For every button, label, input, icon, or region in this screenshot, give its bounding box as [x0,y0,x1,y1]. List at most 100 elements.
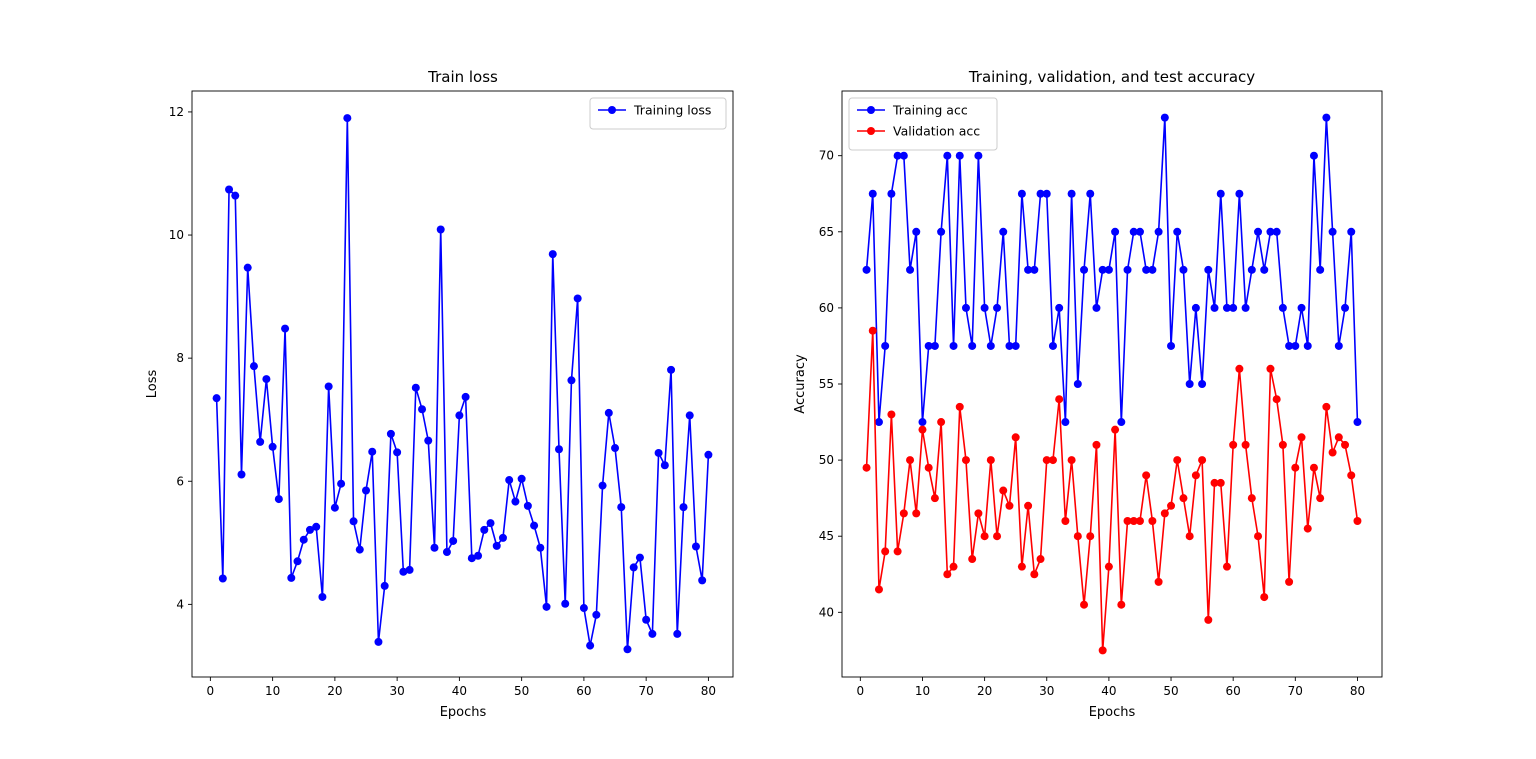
data-point [243,263,252,272]
data-point [955,151,964,160]
data-point [1167,501,1176,510]
data-point [218,574,227,583]
data-point [1073,380,1082,388]
accuracy-chart: Training, validation, and test accuracy … [793,68,1383,720]
data-point [1098,265,1107,274]
data-point [1191,303,1200,312]
y-tick-label: 40 [819,605,834,619]
data-point [318,592,327,601]
data-point [968,341,977,350]
y-tick-label: 60 [819,301,834,315]
data-point [1117,600,1126,609]
data-point [1328,227,1337,236]
data-point [868,189,877,198]
data-point [912,227,921,236]
data-point [1316,494,1325,503]
data-point [1117,418,1126,427]
data-point [1297,433,1306,442]
x-tick-label: 30 [389,684,404,698]
y-tick-label: 70 [819,149,834,163]
data-point [1167,341,1176,350]
data-point [629,563,638,572]
data-point [324,382,333,391]
data-point [548,250,557,259]
data-point [1173,227,1182,236]
data-point [449,536,458,545]
data-point [1303,341,1312,350]
x-tick-label: 0 [857,684,865,698]
legend-marker [867,127,875,135]
data-point [225,185,234,194]
data-point [1030,265,1039,274]
data-point [1061,516,1070,525]
data-point [1061,418,1070,427]
y-tick-label: 10 [169,228,184,242]
data-point [1111,227,1120,236]
data-point [1048,341,1057,350]
data-point [1030,570,1039,579]
data-point [1285,577,1294,586]
data-point [930,341,939,350]
data-point [937,227,946,236]
data-point [1148,516,1157,525]
data-point [1260,265,1269,274]
data-point [604,408,613,417]
plot-frame [191,90,734,678]
data-point [598,481,607,490]
data-point [573,294,582,303]
data-point [1229,440,1238,449]
data-point [893,547,902,556]
data-point [1154,227,1163,236]
data-point [667,365,676,374]
data-point [430,543,439,552]
data-point [1204,265,1213,274]
x-tick-label: 10 [915,684,930,698]
data-point [930,494,939,503]
data-point [1011,433,1020,442]
data-point [1285,341,1294,350]
data-point [1173,456,1182,465]
data-point [1092,440,1101,449]
legend-box [589,97,727,130]
x-tick-label: 30 [1039,684,1054,698]
x-tick-label: 20 [977,684,992,698]
data-point [1247,494,1256,503]
data-point [937,418,946,427]
data-point [899,151,908,160]
y-axis-label: Accuracy [793,354,808,414]
data-point [1278,303,1287,312]
data-point [1123,516,1132,525]
data-point [592,610,601,619]
x-tick-label: 80 [1350,684,1365,698]
data-point [993,532,1002,541]
data-point [1185,532,1194,541]
data-point [906,456,915,465]
data-point [1160,113,1169,122]
data-point [704,450,713,459]
data-point [1185,380,1194,388]
data-point [1142,265,1151,274]
y-tick-label: 55 [819,377,834,391]
data-point [1204,615,1213,624]
data-point [642,615,651,624]
data-point [1017,189,1026,198]
data-point [567,376,576,385]
data-point [862,463,871,472]
data-point [281,324,290,333]
x-axis-label: Epochs [1089,705,1136,720]
x-tick-label: 70 [1288,684,1303,698]
data-point [374,637,383,646]
data-point [918,425,927,434]
data-point [974,509,983,518]
data-point [654,448,663,457]
data-point [1073,532,1082,541]
data-point [691,542,700,551]
y-tick-label: 8 [176,351,184,365]
data-point [1086,189,1095,198]
legend-label: Training acc [892,103,968,118]
data-point [918,418,927,427]
data-point [461,392,470,401]
data-point [1291,463,1300,472]
data-point [986,341,995,350]
data-point [974,151,983,160]
